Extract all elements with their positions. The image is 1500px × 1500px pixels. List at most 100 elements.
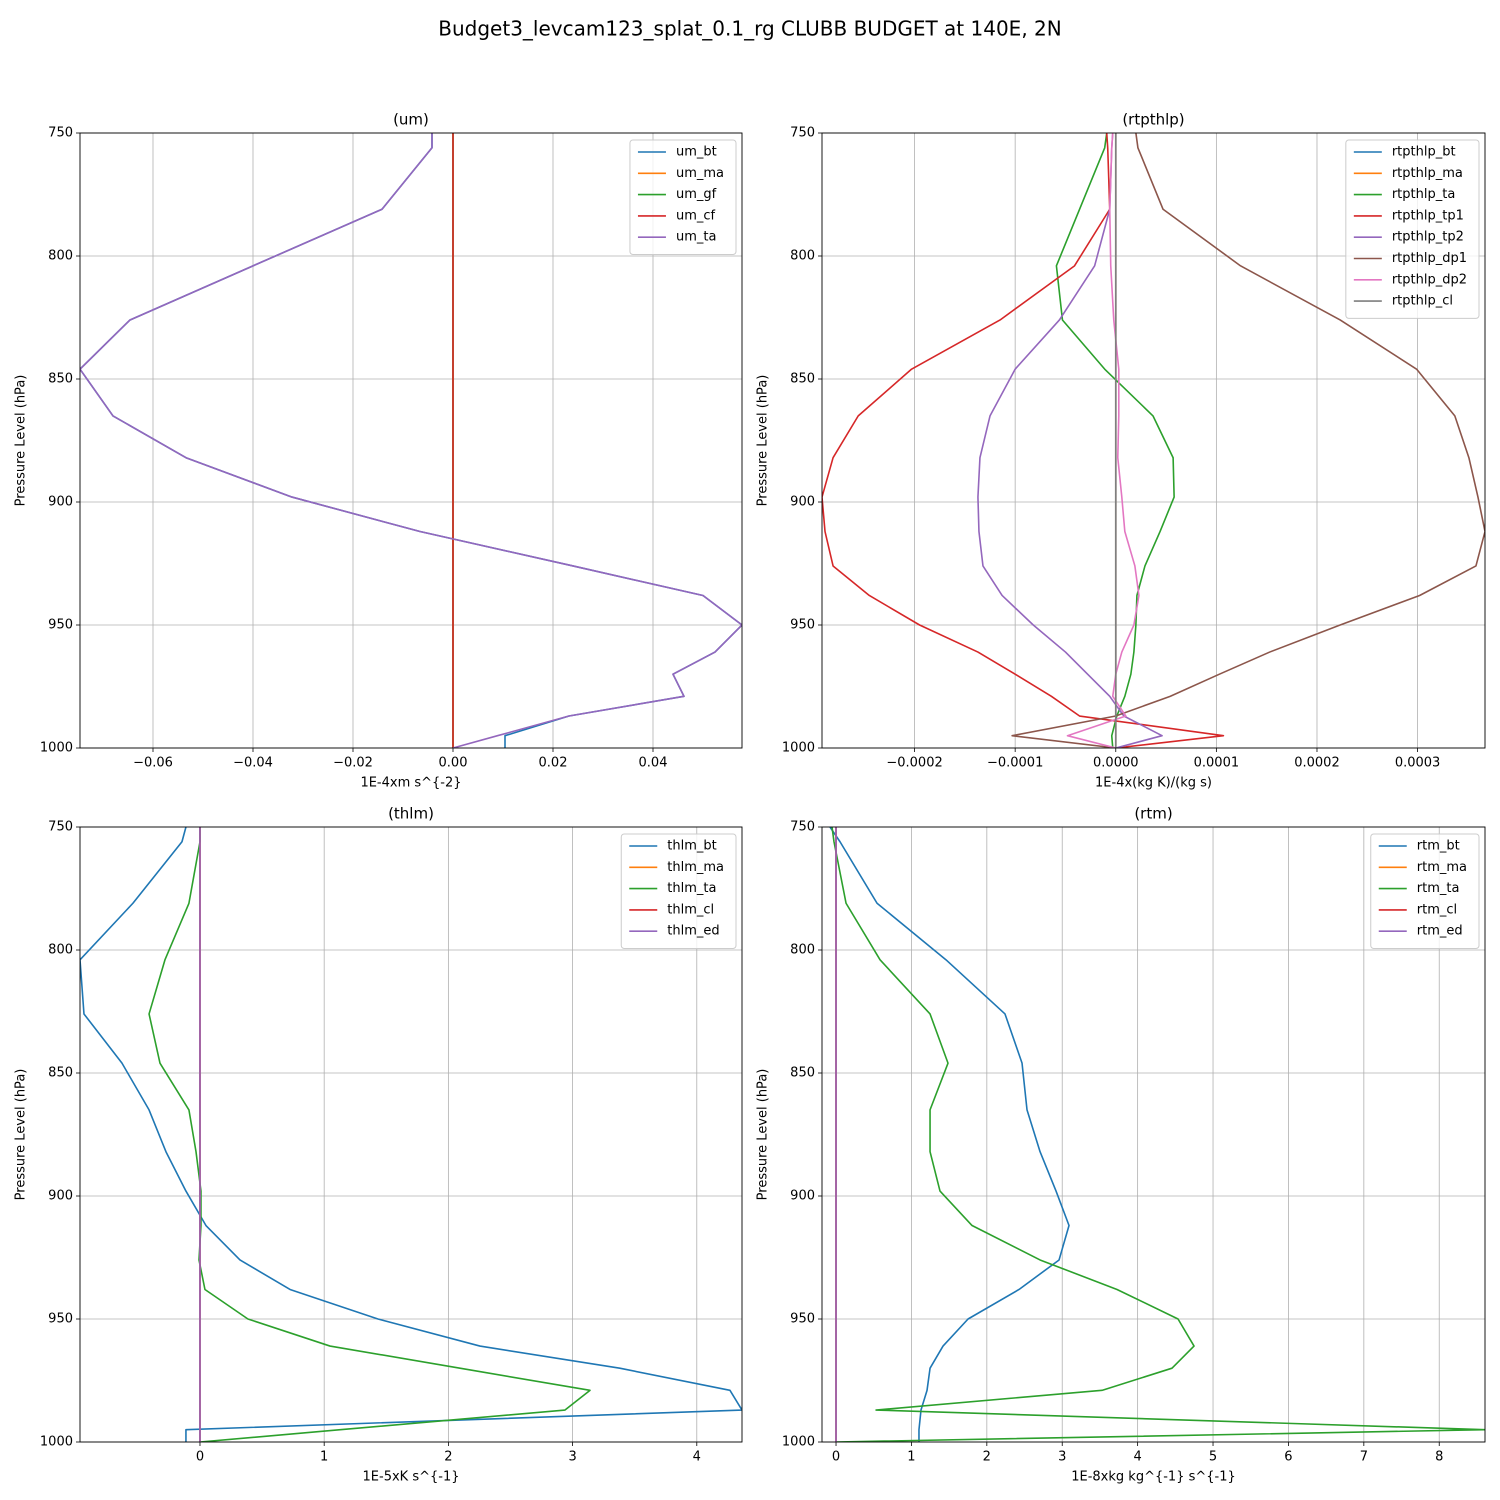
x-tick-label: 2 (444, 1450, 452, 1465)
subplot-title: (thlm) (388, 805, 434, 823)
y-tick-label: 800 (790, 943, 815, 958)
x-tick-label: 3 (568, 1450, 576, 1465)
legend-label: thlm_bt (667, 839, 716, 854)
y-tick-label: 750 (790, 820, 815, 835)
x-axis-label: 1E-4xm s^{-2} (360, 776, 461, 791)
y-tick-label: 950 (48, 618, 73, 633)
x-tick-label: 0.0003 (1395, 756, 1441, 771)
x-axis-label: 1E-4x(kg K)/(kg s) (1095, 776, 1212, 791)
legend-label: thlm_cl (667, 902, 714, 917)
x-tick-label: 7 (1360, 1450, 1368, 1465)
x-tick-label: 1 (907, 1450, 915, 1465)
y-tick-label: 850 (48, 1066, 73, 1081)
x-tick-label: 0.04 (639, 756, 668, 771)
legend: rtm_bt rtm_ma rtm_ta rtm_cl rtm_ed (1370, 833, 1480, 949)
y-tick-label: 800 (48, 249, 73, 264)
legend-label: rtpthlp_cl (1392, 294, 1453, 309)
x-tick-label: 2 (983, 1450, 991, 1465)
y-tick-label: 850 (48, 372, 73, 387)
x-tick-label: 6 (1284, 1450, 1292, 1465)
axes-frame (821, 826, 1486, 1443)
y-axis-label: Pressure Level (hPa) (756, 375, 771, 507)
series-line (80, 827, 742, 1442)
legend-label: rtpthlp_dp1 (1392, 251, 1467, 266)
x-tick-label: −0.06 (133, 756, 173, 771)
subplot-title: (rtpthlp) (1122, 111, 1184, 129)
x-tick-label: 0.0000 (1093, 756, 1139, 771)
series-line (1055, 133, 1175, 748)
y-tick-label: 1000 (782, 1435, 815, 1450)
legend-label: um_gf (676, 187, 717, 202)
y-tick-label: 900 (48, 1189, 73, 1204)
series-line (822, 133, 1225, 748)
legend-frame (1345, 139, 1480, 319)
x-tick-label: 0 (832, 1450, 840, 1465)
legend: rtpthlp_bt rtpthlp_ma rtpthlp_ta rtpthlp_tp… (1345, 139, 1480, 319)
legend: um_bt um_ma um_gf um_cf um_ta (629, 139, 737, 255)
y-tick-label: 800 (48, 943, 73, 958)
y-tick-label: 1000 (40, 741, 73, 756)
x-tick-label: 3 (1058, 1450, 1066, 1465)
x-tick-label: −0.0001 (987, 756, 1043, 771)
axes-frame (79, 826, 743, 1443)
legend-frame (629, 139, 737, 255)
legend-label: rtm_cl (1417, 902, 1457, 917)
y-axis-label: Pressure Level (hPa) (14, 375, 29, 507)
y-tick-label: 800 (790, 249, 815, 264)
x-tick-label: 0.00 (439, 756, 468, 771)
y-tick-label: 950 (790, 618, 815, 633)
y-tick-label: 900 (48, 495, 73, 510)
axes-frame (79, 132, 743, 749)
subplot: 0 1 2 3 4 5 6 7 8 750 800 850 900 950 1000 (rtm) 1E-8xkg… (756, 805, 1486, 1485)
legend-label: rtpthlp_dp2 (1392, 272, 1467, 287)
y-tick-label: 850 (790, 1066, 815, 1081)
legend-label: um_bt (676, 145, 717, 160)
series-line (80, 133, 742, 748)
series-line (148, 827, 591, 1442)
y-tick-label: 900 (790, 495, 815, 510)
legend-label: um_ma (676, 166, 724, 181)
series-line (829, 827, 1070, 1442)
y-tick-label: 1000 (782, 741, 815, 756)
subplot: −0.0002 −0.0001 0.0000 0.0001 0.0002 0.0003 75… (756, 111, 1486, 791)
legend-label: rtm_ma (1417, 860, 1467, 875)
legend-label: rtpthlp_bt (1392, 145, 1456, 160)
legend-label: rtpthlp_ma (1392, 166, 1463, 181)
legend-frame (1370, 833, 1480, 949)
y-tick-label: 950 (790, 1312, 815, 1327)
series-line (1066, 133, 1140, 748)
legend-label: thlm_ta (667, 881, 716, 896)
x-tick-label: −0.0002 (886, 756, 942, 771)
legend: thlm_bt thlm_ma thlm_ta thlm_cl thlm_ed (620, 833, 737, 949)
legend-label: rtpthlp_tp2 (1392, 230, 1464, 245)
figure-title: Budget3_levcam123_splat_0.1_rg CLUBB BUD… (438, 17, 1061, 41)
x-tick-label: 0.0002 (1294, 756, 1340, 771)
series-line (977, 133, 1163, 748)
legend-label: rtpthlp_tp1 (1392, 208, 1464, 223)
y-tick-label: 850 (790, 372, 815, 387)
subplot: −0.06 −0.04 −0.02 0.00 0.02 0.04 750 800 850 900 9… (14, 111, 743, 791)
y-axis-label: Pressure Level (hPa) (14, 1069, 29, 1201)
y-tick-label: 900 (790, 1189, 815, 1204)
subplot-title: (rtm) (1134, 805, 1172, 823)
x-tick-label: 4 (1133, 1450, 1141, 1465)
subplot-title: (um) (393, 111, 429, 129)
legend-label: rtpthlp_ta (1392, 187, 1455, 202)
x-axis-label: 1E-8xkg kg^{-1} s^{-1} (1071, 1470, 1236, 1485)
x-axis-label: 1E-5xK s^{-1} (363, 1470, 460, 1485)
legend-label: thlm_ma (667, 860, 724, 875)
x-tick-label: 0.0001 (1194, 756, 1240, 771)
x-tick-label: 4 (693, 1450, 701, 1465)
x-tick-label: −0.02 (333, 756, 373, 771)
legend-label: um_ta (676, 230, 716, 245)
legend-label: rtm_ta (1417, 881, 1460, 896)
x-tick-label: 0.02 (539, 756, 568, 771)
series-line (831, 827, 1485, 1442)
legend-frame (620, 833, 737, 949)
y-tick-label: 950 (48, 1312, 73, 1327)
series-line (1011, 133, 1485, 748)
y-tick-label: 1000 (40, 1435, 73, 1450)
axes-frame (821, 132, 1486, 749)
